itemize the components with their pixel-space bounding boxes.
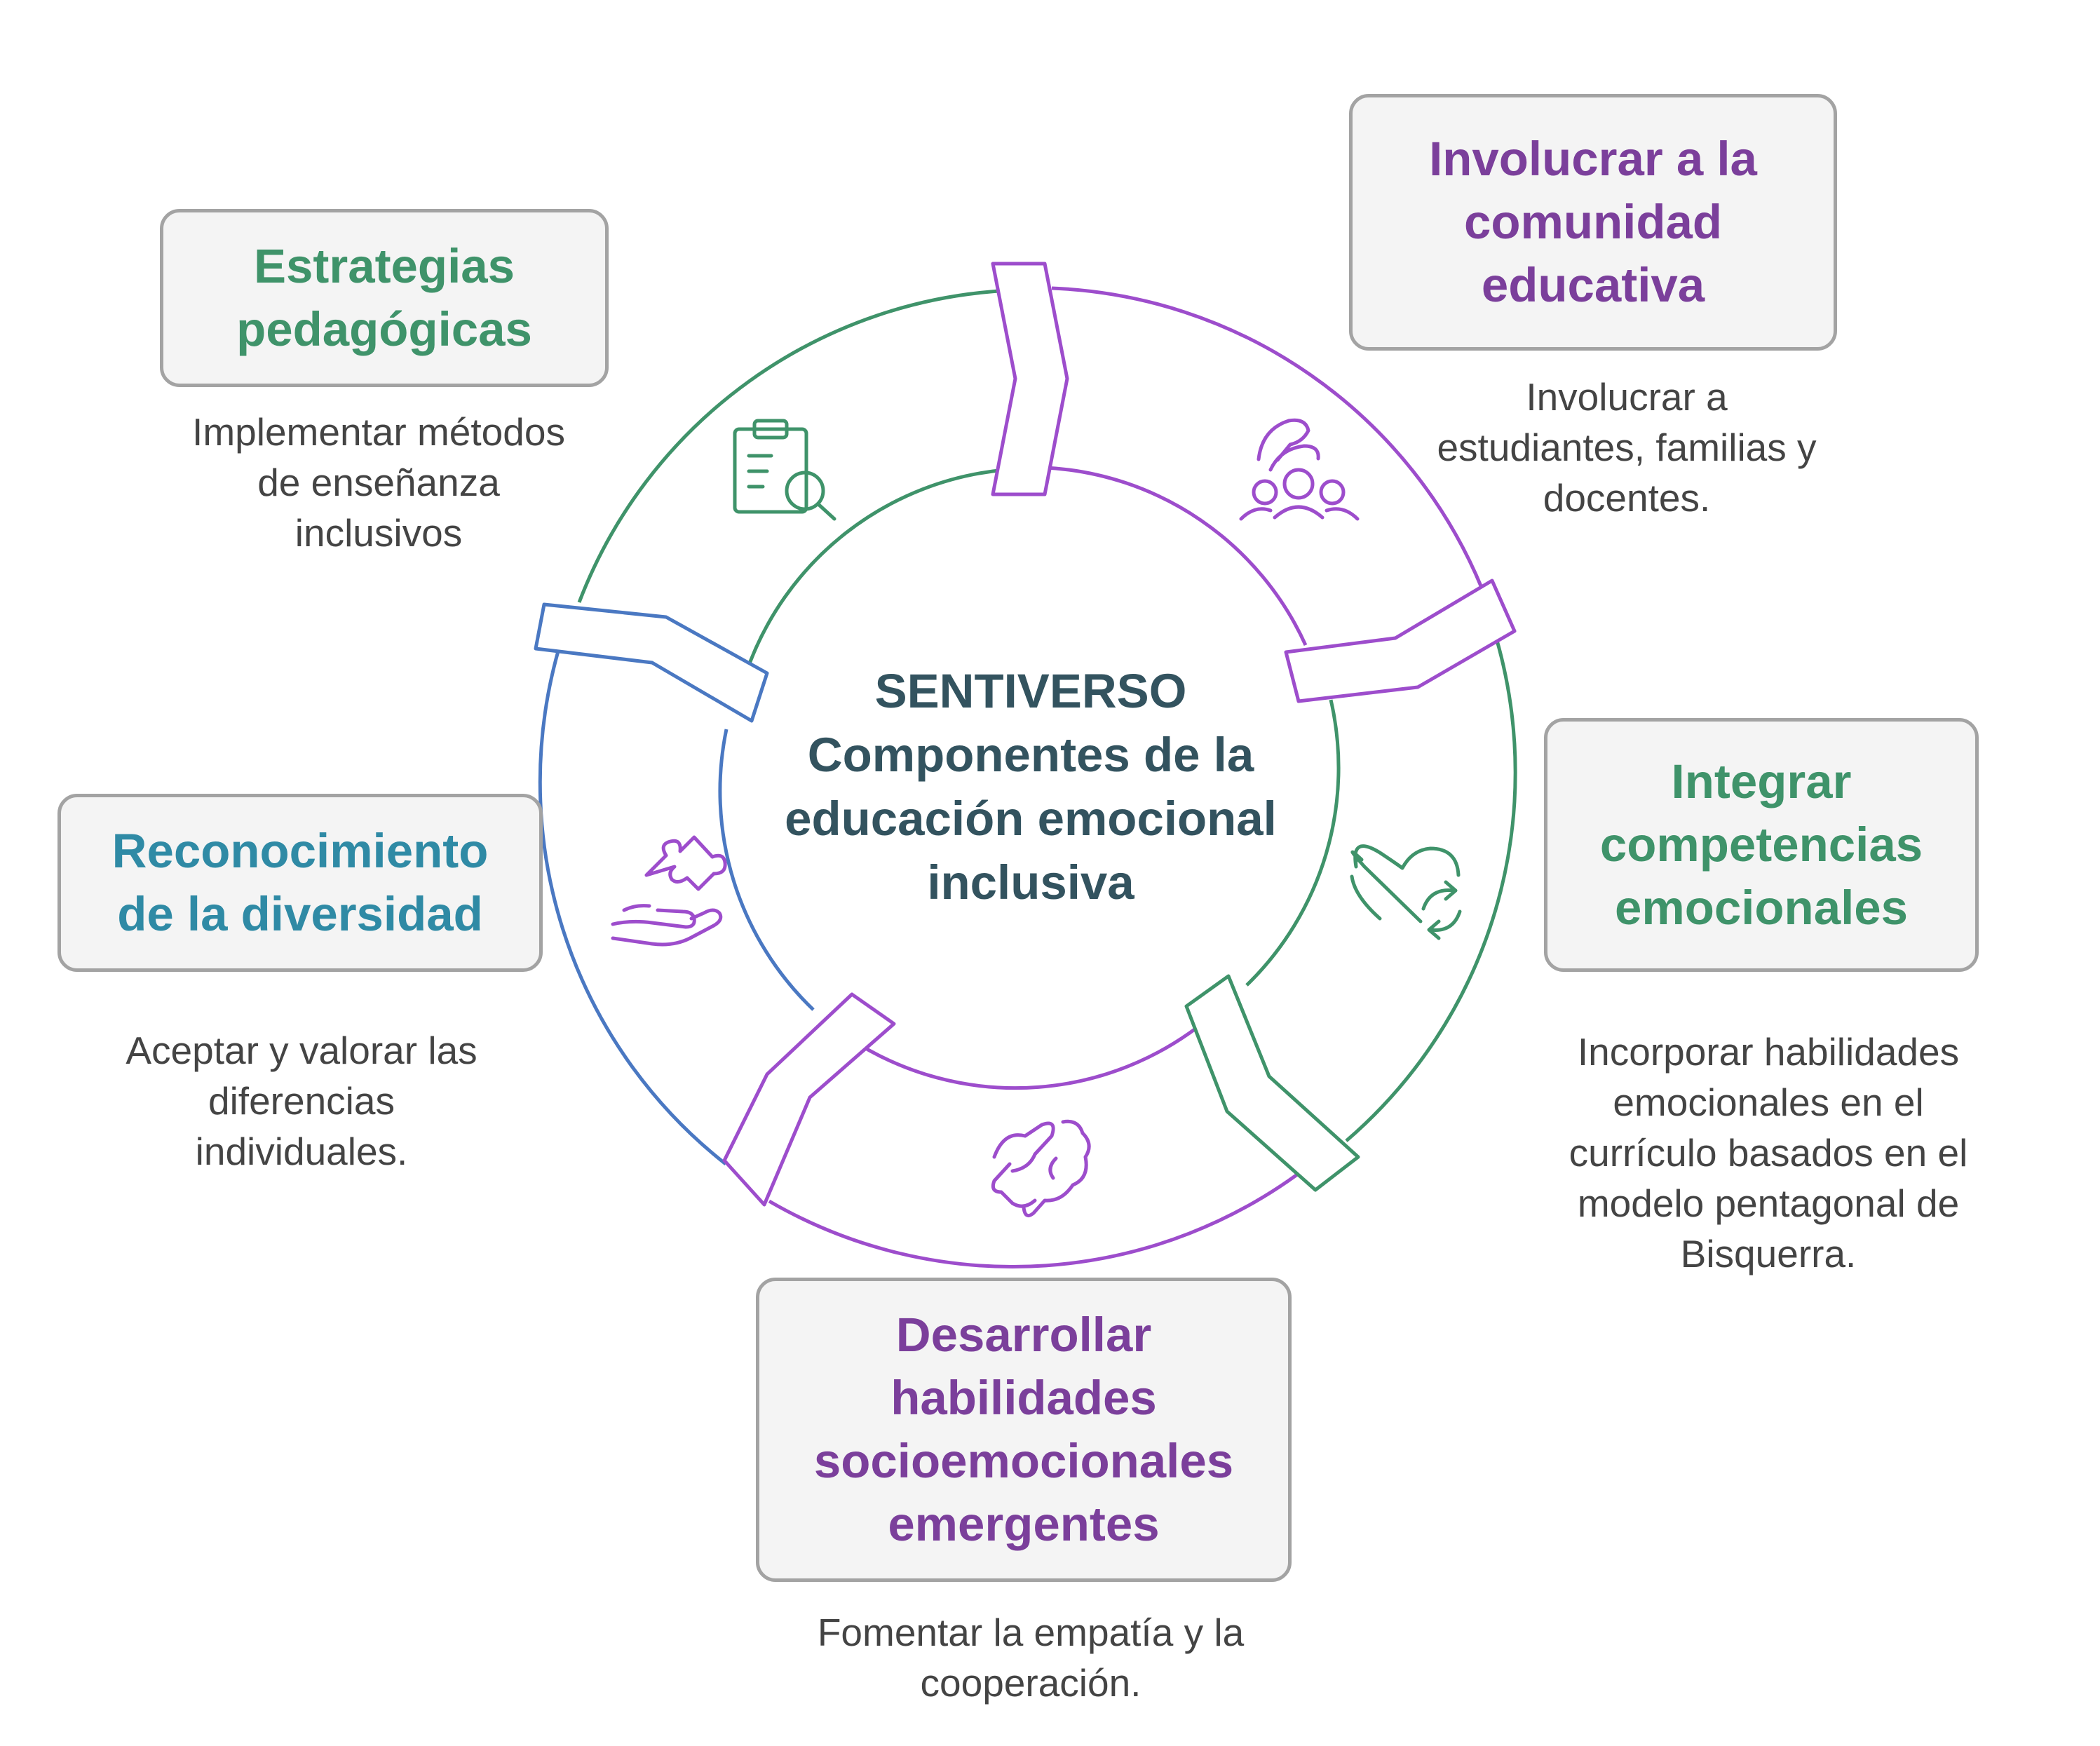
desc-estrategias: Implementar métodos de enseñanza inclusi… (192, 410, 565, 555)
community-hands-icon (1239, 418, 1360, 521)
arc-inner-diversity (718, 729, 815, 1011)
chevron-left (534, 602, 769, 723)
desc-comunidad: Involucrar a estudiantes, familias y doc… (1437, 375, 1817, 520)
arc-outer-strategies (577, 288, 1013, 603)
arc-inner-strategies (744, 468, 1006, 674)
chevron-top (991, 262, 1069, 496)
desc-competencias: Incorporar habilidades emocionales en el… (1569, 1030, 1968, 1275)
title-habilidades: Desarrollar habilidades socioemocionales… (813, 1308, 1234, 1551)
arc-inner-community (1045, 466, 1308, 647)
box-diversidad: Reconocimiento de la diversidad (57, 794, 543, 972)
arc-inner-skills (847, 1008, 1220, 1090)
hands-cooperation-icon (991, 1119, 1091, 1218)
arc-inner-competencies (1245, 699, 1341, 987)
clipboard-search-icon (733, 419, 836, 521)
arc-outer-diversity (538, 641, 727, 1165)
box-habilidades: Desarrollar habilidades socioemocionales… (756, 1278, 1292, 1582)
center-title: SENTIVERSO Componentes de la educación e… (785, 664, 1277, 909)
box-comunidad: Involucrar a la comunidad educativa (1349, 94, 1837, 351)
desc-habilidades: Fomentar la empatía y la cooperación. (817, 1611, 1245, 1705)
desc-diversidad: Aceptar y valorar las diferencias indivi… (126, 1029, 477, 1173)
hand-puzzle-icon (611, 835, 727, 947)
chevron-bottom-left (722, 992, 896, 1207)
box-competencias: Integrar competencias emocionales (1544, 718, 1979, 972)
title-comunidad: Involucrar a la comunidad educativa (1429, 132, 1757, 312)
title-diversidad: Reconocimiento de la diversidad (111, 824, 489, 941)
heart-refresh-icon (1350, 844, 1462, 940)
title-competencias: Integrar competencias emocionales (1599, 754, 1923, 935)
arc-outer-skills (768, 1163, 1313, 1268)
chevron-right (1284, 578, 1517, 703)
title-estrategias: Estrategias pedagógicas (236, 239, 532, 356)
arc-outer-competencies (1345, 637, 1517, 1142)
box-estrategias: Estrategias pedagógicas (160, 209, 609, 387)
arc-outer-community (1051, 286, 1484, 588)
chevron-bottom-right (1184, 974, 1360, 1192)
